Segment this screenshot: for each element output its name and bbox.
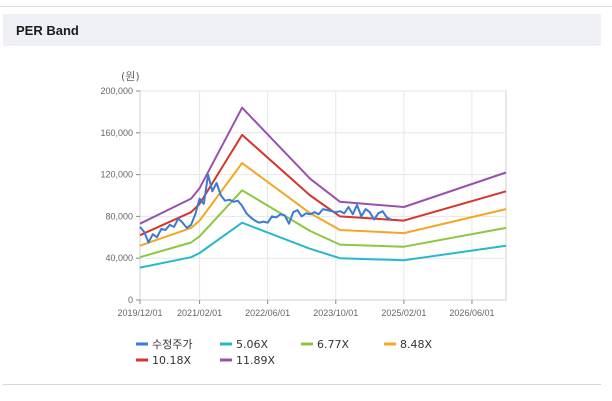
legend-label: 10.18X <box>152 354 191 367</box>
x-tick-label: 2021/02/01 <box>177 308 222 318</box>
y-tick-label: 200,000 <box>100 86 133 96</box>
series-lines <box>139 106 507 269</box>
legend-label: 6.77X <box>317 338 349 351</box>
series-line-3 <box>139 162 507 247</box>
series-line-5 <box>139 106 507 225</box>
y-axis: 0 40,000 80,000 120,000 160,000 200,000 <box>100 86 140 305</box>
x-tick-label: 2019/12/01 <box>117 308 162 318</box>
x-axis: 2019/12/01 2021/02/01 2022/06/01 2023/10/01… <box>117 300 494 318</box>
x-tick-label: 2022/06/01 <box>245 308 290 318</box>
panel-title: PER Band <box>16 22 79 38</box>
legend: 수정주가 5.06X 6.77X 8.48X 10.18X 11.89X <box>136 338 432 367</box>
legend-label: 수정주가 <box>152 338 192 351</box>
legend-label: 5.06X <box>236 338 268 351</box>
x-tick-label: 2023/10/01 <box>313 308 358 318</box>
legend-label: 11.89X <box>236 354 275 367</box>
x-tick-label: 2025/02/01 <box>381 308 426 318</box>
plot-area <box>139 90 507 301</box>
y-tick-label: 80,000 <box>105 211 133 221</box>
y-tick-label: 0 <box>128 295 133 305</box>
y-tick-label: 120,000 <box>100 170 133 180</box>
panel-header: PER Band <box>3 14 601 46</box>
y-tick-label: 40,000 <box>105 253 133 263</box>
series-line-4 <box>139 133 507 237</box>
series-line-0 <box>139 173 392 244</box>
grid <box>139 90 507 301</box>
series-line-1 <box>139 221 507 269</box>
y-unit-label: (원) <box>121 70 140 83</box>
series-line-2 <box>139 189 507 259</box>
y-tick-label: 160,000 <box>100 128 133 138</box>
x-tick-label: 2026/06/01 <box>449 308 494 318</box>
top-divider <box>0 6 612 7</box>
bottom-divider <box>3 384 601 385</box>
legend-label: 8.48X <box>400 338 432 351</box>
